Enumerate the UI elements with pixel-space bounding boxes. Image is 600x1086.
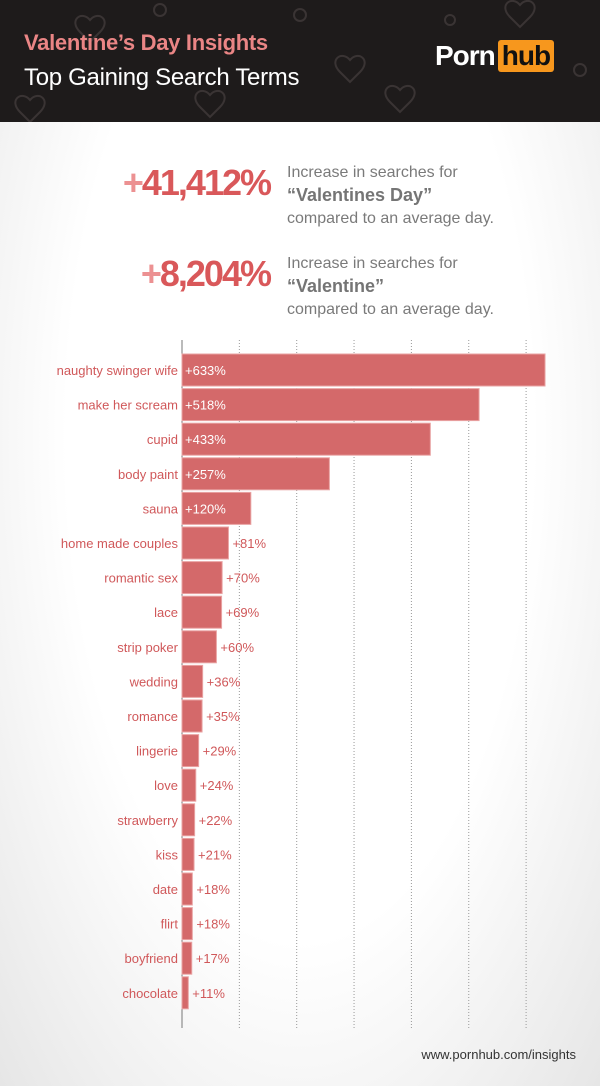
pornhub-logo: Porn hub xyxy=(435,40,555,72)
category-label: boyfriend xyxy=(125,951,178,966)
value-label: +17% xyxy=(196,951,230,966)
bar-chart: naughty swinger wife +633% make her scream… xyxy=(57,340,546,1028)
value-label: +18% xyxy=(196,882,230,897)
category-label: chocolate xyxy=(122,986,178,1001)
category-label: lace xyxy=(154,605,178,620)
category-label: wedding xyxy=(129,674,178,689)
value-label: +24% xyxy=(200,778,234,793)
header-title: Valentine’s Day Insights xyxy=(24,30,268,55)
category-label: romance xyxy=(127,709,178,724)
bar xyxy=(181,976,189,1010)
value-label: +35% xyxy=(206,709,240,724)
value-label: +69% xyxy=(226,605,260,620)
bar xyxy=(181,664,204,698)
value-label: +21% xyxy=(198,847,232,862)
value-label: +18% xyxy=(196,917,230,932)
stat-description: Increase in searches for “Valentine” compa… xyxy=(287,255,494,318)
category-label: romantic sex xyxy=(104,571,178,586)
category-label: love xyxy=(154,778,178,793)
value-label: +518% xyxy=(185,398,226,413)
value-label: +257% xyxy=(185,467,226,482)
stat-value: +8,204% xyxy=(140,253,272,294)
bar xyxy=(181,491,252,525)
bar xyxy=(181,526,229,560)
category-label: flirt xyxy=(161,917,179,932)
bar xyxy=(181,699,203,733)
stat-description: Increase in searches for “Valentines Day”… xyxy=(287,164,494,227)
bar xyxy=(181,457,330,491)
value-label: +81% xyxy=(232,536,266,551)
stat-value: +41,412% xyxy=(122,162,272,203)
bar xyxy=(181,941,193,975)
value-label: +29% xyxy=(203,744,237,759)
bar xyxy=(181,353,546,387)
bar xyxy=(181,734,200,768)
value-label: +60% xyxy=(220,640,254,655)
bar xyxy=(181,837,195,871)
value-label: +36% xyxy=(207,674,241,689)
value-label: +22% xyxy=(199,813,233,828)
category-label: cupid xyxy=(147,432,178,447)
category-label: date xyxy=(153,882,178,897)
header-subtitle: Top Gaining Search Terms xyxy=(24,64,300,91)
value-label: +433% xyxy=(185,432,226,447)
bar xyxy=(181,422,431,456)
category-label: naughty swinger wife xyxy=(57,363,178,378)
value-label: +120% xyxy=(185,501,226,516)
bar xyxy=(181,595,223,629)
value-label: +633% xyxy=(185,363,226,378)
bar xyxy=(181,803,196,837)
category-label: body paint xyxy=(118,467,178,482)
category-label: lingerie xyxy=(136,744,178,759)
footer-url: www.pornhub.com/insights xyxy=(421,1047,576,1062)
logo-right: hub xyxy=(497,40,555,72)
category-label: make her scream xyxy=(78,398,178,413)
bar xyxy=(181,630,217,664)
value-label: +70% xyxy=(226,571,260,586)
value-label: +11% xyxy=(192,986,225,1001)
bar xyxy=(181,872,193,906)
logo-left: Porn xyxy=(435,40,496,71)
header: Valentine’s Day Insights Top Gaining Sea… xyxy=(0,0,600,122)
bar xyxy=(181,768,197,802)
category-label: home made couples xyxy=(61,536,179,551)
category-label: sauna xyxy=(143,501,179,516)
bar xyxy=(181,388,480,422)
bar xyxy=(181,907,193,941)
hearts-pattern xyxy=(14,0,587,122)
category-label: kiss xyxy=(156,847,179,862)
category-label: strip poker xyxy=(117,640,178,655)
bar xyxy=(181,561,223,595)
category-label: strawberry xyxy=(117,813,178,828)
